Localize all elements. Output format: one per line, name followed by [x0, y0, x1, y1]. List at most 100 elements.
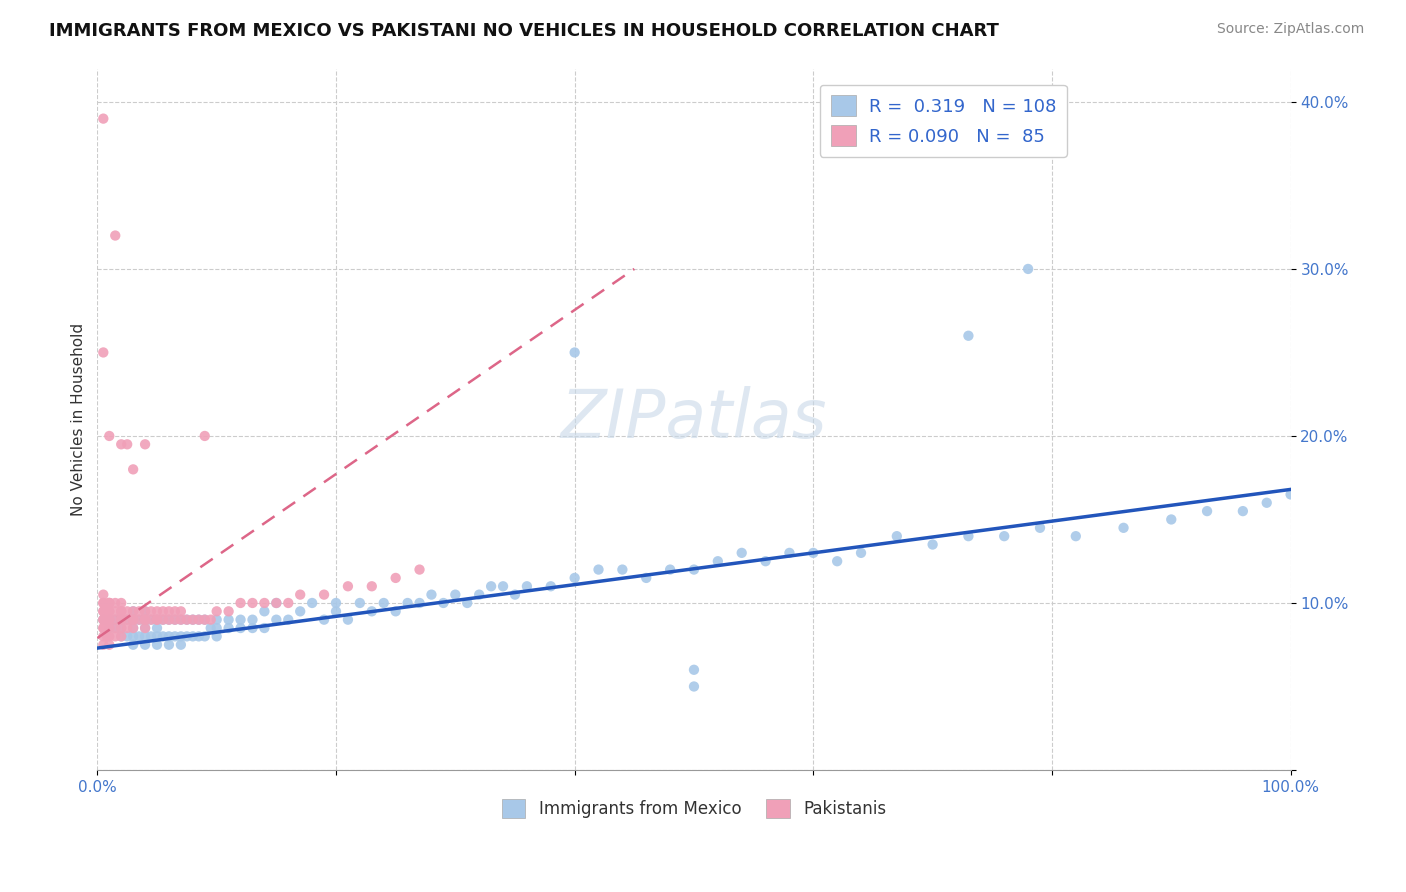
Point: [134, 613, 156, 627]
Point: [98, 604, 121, 618]
Point: [194, 629, 217, 643]
Point: [98, 596, 121, 610]
Point: [176, 629, 198, 643]
Point: [91, 613, 114, 627]
Point: [1197, 504, 1219, 518]
Point: [200, 621, 222, 635]
Y-axis label: No Vehicles in Household: No Vehicles in Household: [72, 323, 86, 516]
Point: [128, 613, 150, 627]
Point: [277, 596, 299, 610]
Point: [98, 429, 121, 443]
Point: [1232, 504, 1254, 518]
Point: [98, 604, 121, 618]
Point: [218, 604, 240, 618]
Point: [731, 546, 754, 560]
Point: [312, 588, 335, 602]
Point: [194, 613, 217, 627]
Point: [157, 629, 180, 643]
Point: [134, 604, 156, 618]
Point: [290, 588, 312, 602]
Point: [163, 604, 186, 618]
Point: [110, 629, 132, 643]
Point: [115, 629, 138, 643]
Point: [408, 563, 430, 577]
Point: [683, 680, 706, 694]
Point: [134, 613, 156, 627]
Point: [134, 621, 156, 635]
Point: [110, 596, 132, 610]
Point: [115, 437, 138, 451]
Point: [659, 563, 682, 577]
Point: [98, 638, 121, 652]
Point: [1256, 496, 1278, 510]
Point: [157, 613, 180, 627]
Point: [181, 629, 204, 643]
Point: [96, 604, 118, 618]
Point: [170, 629, 193, 643]
Text: Source: ZipAtlas.com: Source: ZipAtlas.com: [1216, 22, 1364, 37]
Point: [110, 604, 132, 618]
Point: [325, 596, 347, 610]
Point: [229, 613, 252, 627]
Point: [170, 613, 193, 627]
Point: [408, 596, 430, 610]
Point: [266, 596, 288, 610]
Point: [325, 604, 347, 618]
Point: [801, 546, 824, 560]
Point: [104, 621, 127, 635]
Point: [187, 613, 209, 627]
Point: [139, 629, 162, 643]
Point: [91, 621, 114, 635]
Point: [98, 621, 121, 635]
Point: [157, 613, 180, 627]
Point: [152, 613, 174, 627]
Point: [205, 604, 228, 618]
Point: [253, 621, 276, 635]
Point: [564, 571, 586, 585]
Point: [266, 613, 288, 627]
Point: [176, 613, 198, 627]
Point: [1017, 262, 1039, 277]
Point: [104, 613, 127, 627]
Point: [134, 604, 156, 618]
Point: [420, 588, 443, 602]
Point: [187, 613, 209, 627]
Point: [187, 629, 209, 643]
Point: [91, 596, 114, 610]
Point: [98, 596, 121, 610]
Point: [205, 629, 228, 643]
Point: [242, 621, 264, 635]
Point: [683, 563, 706, 577]
Point: [492, 579, 515, 593]
Point: [98, 613, 121, 627]
Point: [122, 604, 145, 618]
Point: [200, 613, 222, 627]
Point: [1064, 529, 1087, 543]
Point: [849, 546, 872, 560]
Point: [218, 621, 240, 635]
Point: [336, 579, 359, 593]
Point: [170, 604, 193, 618]
Point: [134, 621, 156, 635]
Text: ZIPatlas: ZIPatlas: [561, 386, 827, 452]
Point: [993, 529, 1015, 543]
Point: [157, 604, 180, 618]
Point: [91, 613, 114, 627]
Point: [1279, 487, 1302, 501]
Point: [152, 629, 174, 643]
Point: [755, 554, 778, 568]
Point: [122, 638, 145, 652]
Point: [104, 228, 127, 243]
Point: [146, 638, 169, 652]
Point: [91, 629, 114, 643]
Point: [1160, 512, 1182, 526]
Point: [468, 588, 491, 602]
Point: [128, 604, 150, 618]
Point: [146, 629, 169, 643]
Point: [104, 596, 127, 610]
Point: [152, 613, 174, 627]
Point: [91, 112, 114, 126]
Point: [91, 638, 114, 652]
Point: [444, 588, 467, 602]
Point: [290, 604, 312, 618]
